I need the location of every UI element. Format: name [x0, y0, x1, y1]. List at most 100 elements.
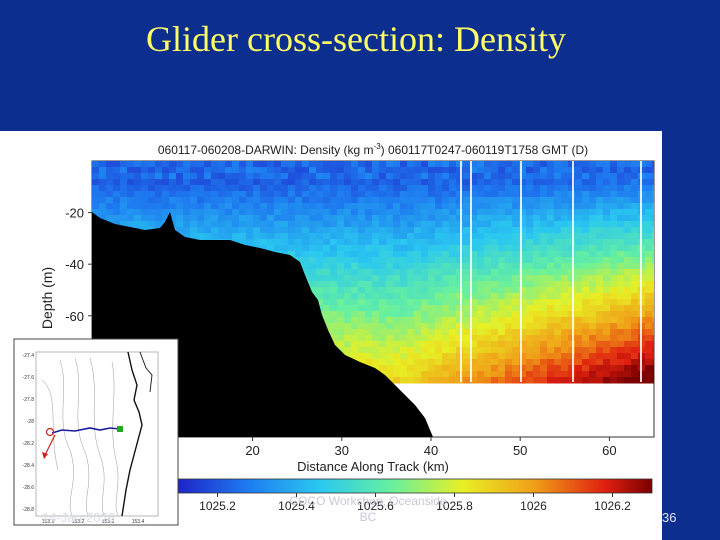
density-cell — [561, 161, 569, 168]
density-cell — [379, 251, 387, 258]
density-cell — [547, 323, 555, 330]
density-cell — [267, 173, 275, 180]
density-cell — [540, 203, 548, 210]
density-cell — [526, 365, 534, 372]
density-cell — [624, 341, 632, 348]
density-cell — [561, 335, 569, 342]
density-cell — [519, 245, 527, 252]
density-cell — [603, 275, 611, 282]
density-cell — [617, 299, 625, 306]
density-cell — [491, 197, 499, 204]
density-cell — [442, 299, 450, 306]
density-cell — [547, 341, 555, 348]
density-cell — [302, 245, 310, 252]
density-cell — [652, 173, 654, 180]
density-cell — [316, 239, 324, 246]
density-cell — [519, 167, 527, 174]
density-cell — [477, 173, 485, 180]
colorbar-tick-label: 1026.2 — [594, 499, 631, 513]
density-cell — [582, 203, 590, 210]
density-cell — [554, 329, 562, 336]
density-cell — [498, 191, 506, 198]
colorbar-tick-label: 1025.6 — [357, 499, 394, 513]
density-cell — [351, 329, 359, 336]
density-cell — [323, 185, 331, 192]
density-cell — [204, 191, 212, 198]
density-cell — [302, 179, 310, 186]
density-cell — [407, 215, 415, 222]
density-cell — [575, 299, 583, 306]
density-cell — [526, 203, 534, 210]
density-cell — [337, 323, 345, 330]
density-cell — [484, 293, 492, 300]
density-cell — [589, 353, 597, 360]
density-cell — [624, 197, 632, 204]
density-cell — [421, 311, 429, 318]
density-cell — [393, 347, 401, 354]
density-cell — [540, 161, 548, 168]
density-cell — [470, 185, 478, 192]
density-cell — [645, 359, 653, 366]
density-cell — [456, 275, 464, 282]
density-cell — [176, 221, 184, 228]
density-cell — [470, 263, 478, 270]
density-cell — [274, 185, 282, 192]
density-cell — [323, 257, 331, 264]
density-cell — [463, 239, 471, 246]
density-cell — [470, 161, 478, 168]
density-cell — [456, 227, 464, 234]
density-cell — [407, 185, 415, 192]
density-cell — [351, 245, 359, 252]
density-cell — [232, 221, 240, 228]
plot-area: 060117-060208-DARWIN: Density (kg m-3) 0… — [0, 131, 662, 540]
density-cell — [519, 215, 527, 222]
density-cell — [575, 263, 583, 270]
density-cell — [519, 335, 527, 342]
density-cell — [351, 287, 359, 294]
density-cell — [344, 239, 352, 246]
density-cell — [379, 197, 387, 204]
density-cell — [526, 233, 534, 240]
density-cell — [519, 311, 527, 318]
density-cell — [365, 221, 373, 228]
density-cell — [421, 209, 429, 216]
density-cell — [561, 179, 569, 186]
density-cell — [526, 335, 534, 342]
density-cell — [547, 239, 555, 246]
density-cell — [470, 233, 478, 240]
density-cell — [491, 245, 499, 252]
density-cell — [645, 365, 653, 372]
density-cell — [309, 161, 317, 168]
density-cell — [596, 209, 604, 216]
density-cell — [351, 161, 359, 168]
density-cell — [414, 353, 422, 360]
density-cell — [568, 257, 576, 264]
density-cell — [456, 161, 464, 168]
density-cell — [267, 203, 275, 210]
density-cell — [162, 161, 170, 168]
density-cell — [281, 161, 289, 168]
density-cell — [435, 215, 443, 222]
density-cell — [603, 227, 611, 234]
density-cell — [477, 335, 485, 342]
density-cell — [512, 203, 520, 210]
density-cell — [477, 185, 485, 192]
density-cell — [603, 353, 611, 360]
density-cell — [568, 263, 576, 270]
density-cell — [421, 257, 429, 264]
density-cell — [491, 359, 499, 366]
density-cell — [484, 329, 492, 336]
density-cell — [232, 191, 240, 198]
density-cell — [463, 377, 471, 384]
density-cell — [393, 371, 401, 378]
density-cell — [379, 335, 387, 342]
density-cell — [414, 233, 422, 240]
density-cell — [330, 323, 338, 330]
density-cell — [498, 365, 506, 372]
density-cell — [498, 353, 506, 360]
density-cell — [435, 245, 443, 252]
density-cell — [106, 161, 114, 168]
density-cell — [582, 251, 590, 258]
density-cell — [190, 227, 198, 234]
density-cell — [309, 197, 317, 204]
